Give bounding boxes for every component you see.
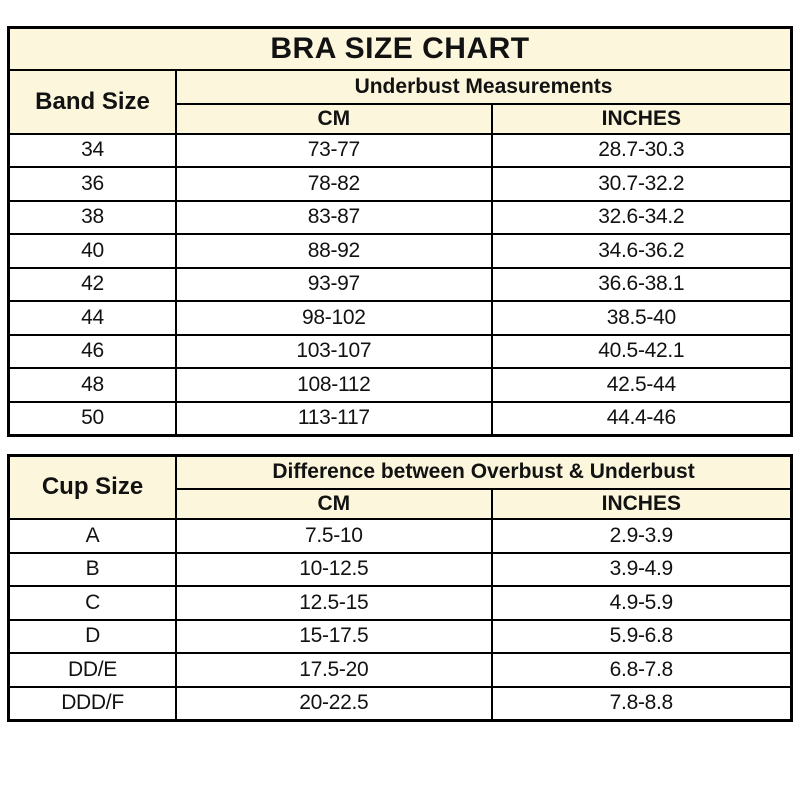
band-size-cell: 46 (7, 333, 178, 369)
sub-header-row: CM INCHES (9, 488, 793, 520)
cm-range-cell: 83-87 (175, 199, 493, 235)
inches-range-cell: 30.7-32.2 (490, 166, 793, 202)
inches-range-cell: 5.9-6.8 (490, 618, 793, 654)
table-row: 40 88-92 34.6-36.2 (7, 233, 793, 269)
underbust-measurements-header: Underbust Measurements (175, 68, 793, 105)
inches-range-cell: 2.9-3.9 (490, 518, 793, 554)
sub-header-row: CM INCHES (9, 102, 793, 135)
cm-range-cell: 10-12.5 (175, 551, 493, 587)
table-row: 38 83-87 32.6-34.2 (7, 199, 793, 235)
cm-range-cell: 17.5-20 (175, 652, 493, 688)
cm-range-cell: 12.5-15 (175, 585, 493, 621)
cm-range-cell: 20-22.5 (175, 685, 493, 721)
table-row: 46 103-107 40.5-42.1 (7, 333, 793, 369)
cm-header: CM (175, 488, 493, 520)
cup-size-cell: DD/E (7, 652, 178, 688)
chart-title: BRA SIZE CHART (7, 26, 793, 71)
table-row: C 12.5-15 4.9-5.9 (7, 585, 793, 621)
table-row: 42 93-97 36.6-38.1 (7, 266, 793, 302)
inches-range-cell: 42.5-44 (490, 367, 793, 403)
difference-overbust-underbust-header: Difference between Overbust & Underbust (175, 454, 793, 490)
cm-range-cell: 98-102 (175, 300, 493, 336)
cup-size-cell: DDD/F (7, 685, 178, 721)
cup-size-cell: B (7, 551, 178, 587)
inches-range-cell: 40.5-42.1 (490, 333, 793, 369)
band-size-cell: 44 (7, 300, 178, 336)
cup-size-cell: C (7, 585, 178, 621)
cup-size-table: Cup Size Difference between Overbust & U… (7, 453, 793, 722)
cm-range-cell: 113-117 (175, 400, 493, 436)
cm-header: CM (175, 102, 493, 135)
inches-range-cell: 6.8-7.8 (490, 652, 793, 688)
cm-range-cell: 93-97 (175, 266, 493, 302)
table-row: 50 113-117 44.4-46 (7, 400, 793, 436)
table-row: 36 78-82 30.7-32.2 (7, 166, 793, 202)
band-size-cell: 40 (7, 233, 178, 269)
cm-range-cell: 15-17.5 (175, 618, 493, 654)
cup-size-cell: A (7, 518, 178, 554)
inches-range-cell: 3.9-4.9 (490, 551, 793, 587)
inches-range-cell: 34.6-36.2 (490, 233, 793, 269)
table-row: DDD/F 20-22.5 7.8-8.8 (7, 685, 793, 721)
band-size-cell: 38 (7, 199, 178, 235)
inches-range-cell: 32.6-34.2 (490, 199, 793, 235)
table-row: DD/E 17.5-20 6.8-7.8 (7, 652, 793, 688)
cm-range-cell: 88-92 (175, 233, 493, 269)
table-row: B 10-12.5 3.9-4.9 (7, 551, 793, 587)
title-row: BRA SIZE CHART (7, 26, 793, 71)
inches-header: INCHES (490, 488, 793, 520)
inches-range-cell: 44.4-46 (490, 400, 793, 436)
band-size-header: Band Size (7, 68, 178, 135)
table-row: A 7.5-10 2.9-3.9 (7, 518, 793, 554)
cm-range-cell: 103-107 (175, 333, 493, 369)
band-size-table: BRA SIZE CHART Band Size Underbust Measu… (7, 26, 793, 437)
cm-range-cell: 108-112 (175, 367, 493, 403)
inches-range-cell: 4.9-5.9 (490, 585, 793, 621)
inches-range-cell: 38.5-40 (490, 300, 793, 336)
band-size-cell: 42 (7, 266, 178, 302)
cm-range-cell: 73-77 (175, 132, 493, 168)
cm-range-cell: 7.5-10 (175, 518, 493, 554)
inches-range-cell: 36.6-38.1 (490, 266, 793, 302)
band-size-cell: 50 (7, 400, 178, 436)
cup-size-cell: D (7, 618, 178, 654)
band-size-cell: 48 (7, 367, 178, 403)
table-row: D 15-17.5 5.9-6.8 (7, 618, 793, 654)
inches-header: INCHES (490, 102, 793, 135)
table-row: 34 73-77 28.7-30.3 (7, 132, 793, 168)
group-header-row: Band Size Underbust Measurements (7, 68, 793, 135)
band-size-cell: 36 (7, 166, 178, 202)
table-row: 44 98-102 38.5-40 (7, 300, 793, 336)
table-row: 48 108-112 42.5-44 (7, 367, 793, 403)
inches-range-cell: 7.8-8.8 (490, 685, 793, 721)
band-size-cell: 34 (7, 132, 178, 168)
cup-size-header: Cup Size (7, 454, 178, 520)
group-header-row: Cup Size Difference between Overbust & U… (7, 454, 793, 520)
inches-range-cell: 28.7-30.3 (490, 132, 793, 168)
cm-range-cell: 78-82 (175, 166, 493, 202)
